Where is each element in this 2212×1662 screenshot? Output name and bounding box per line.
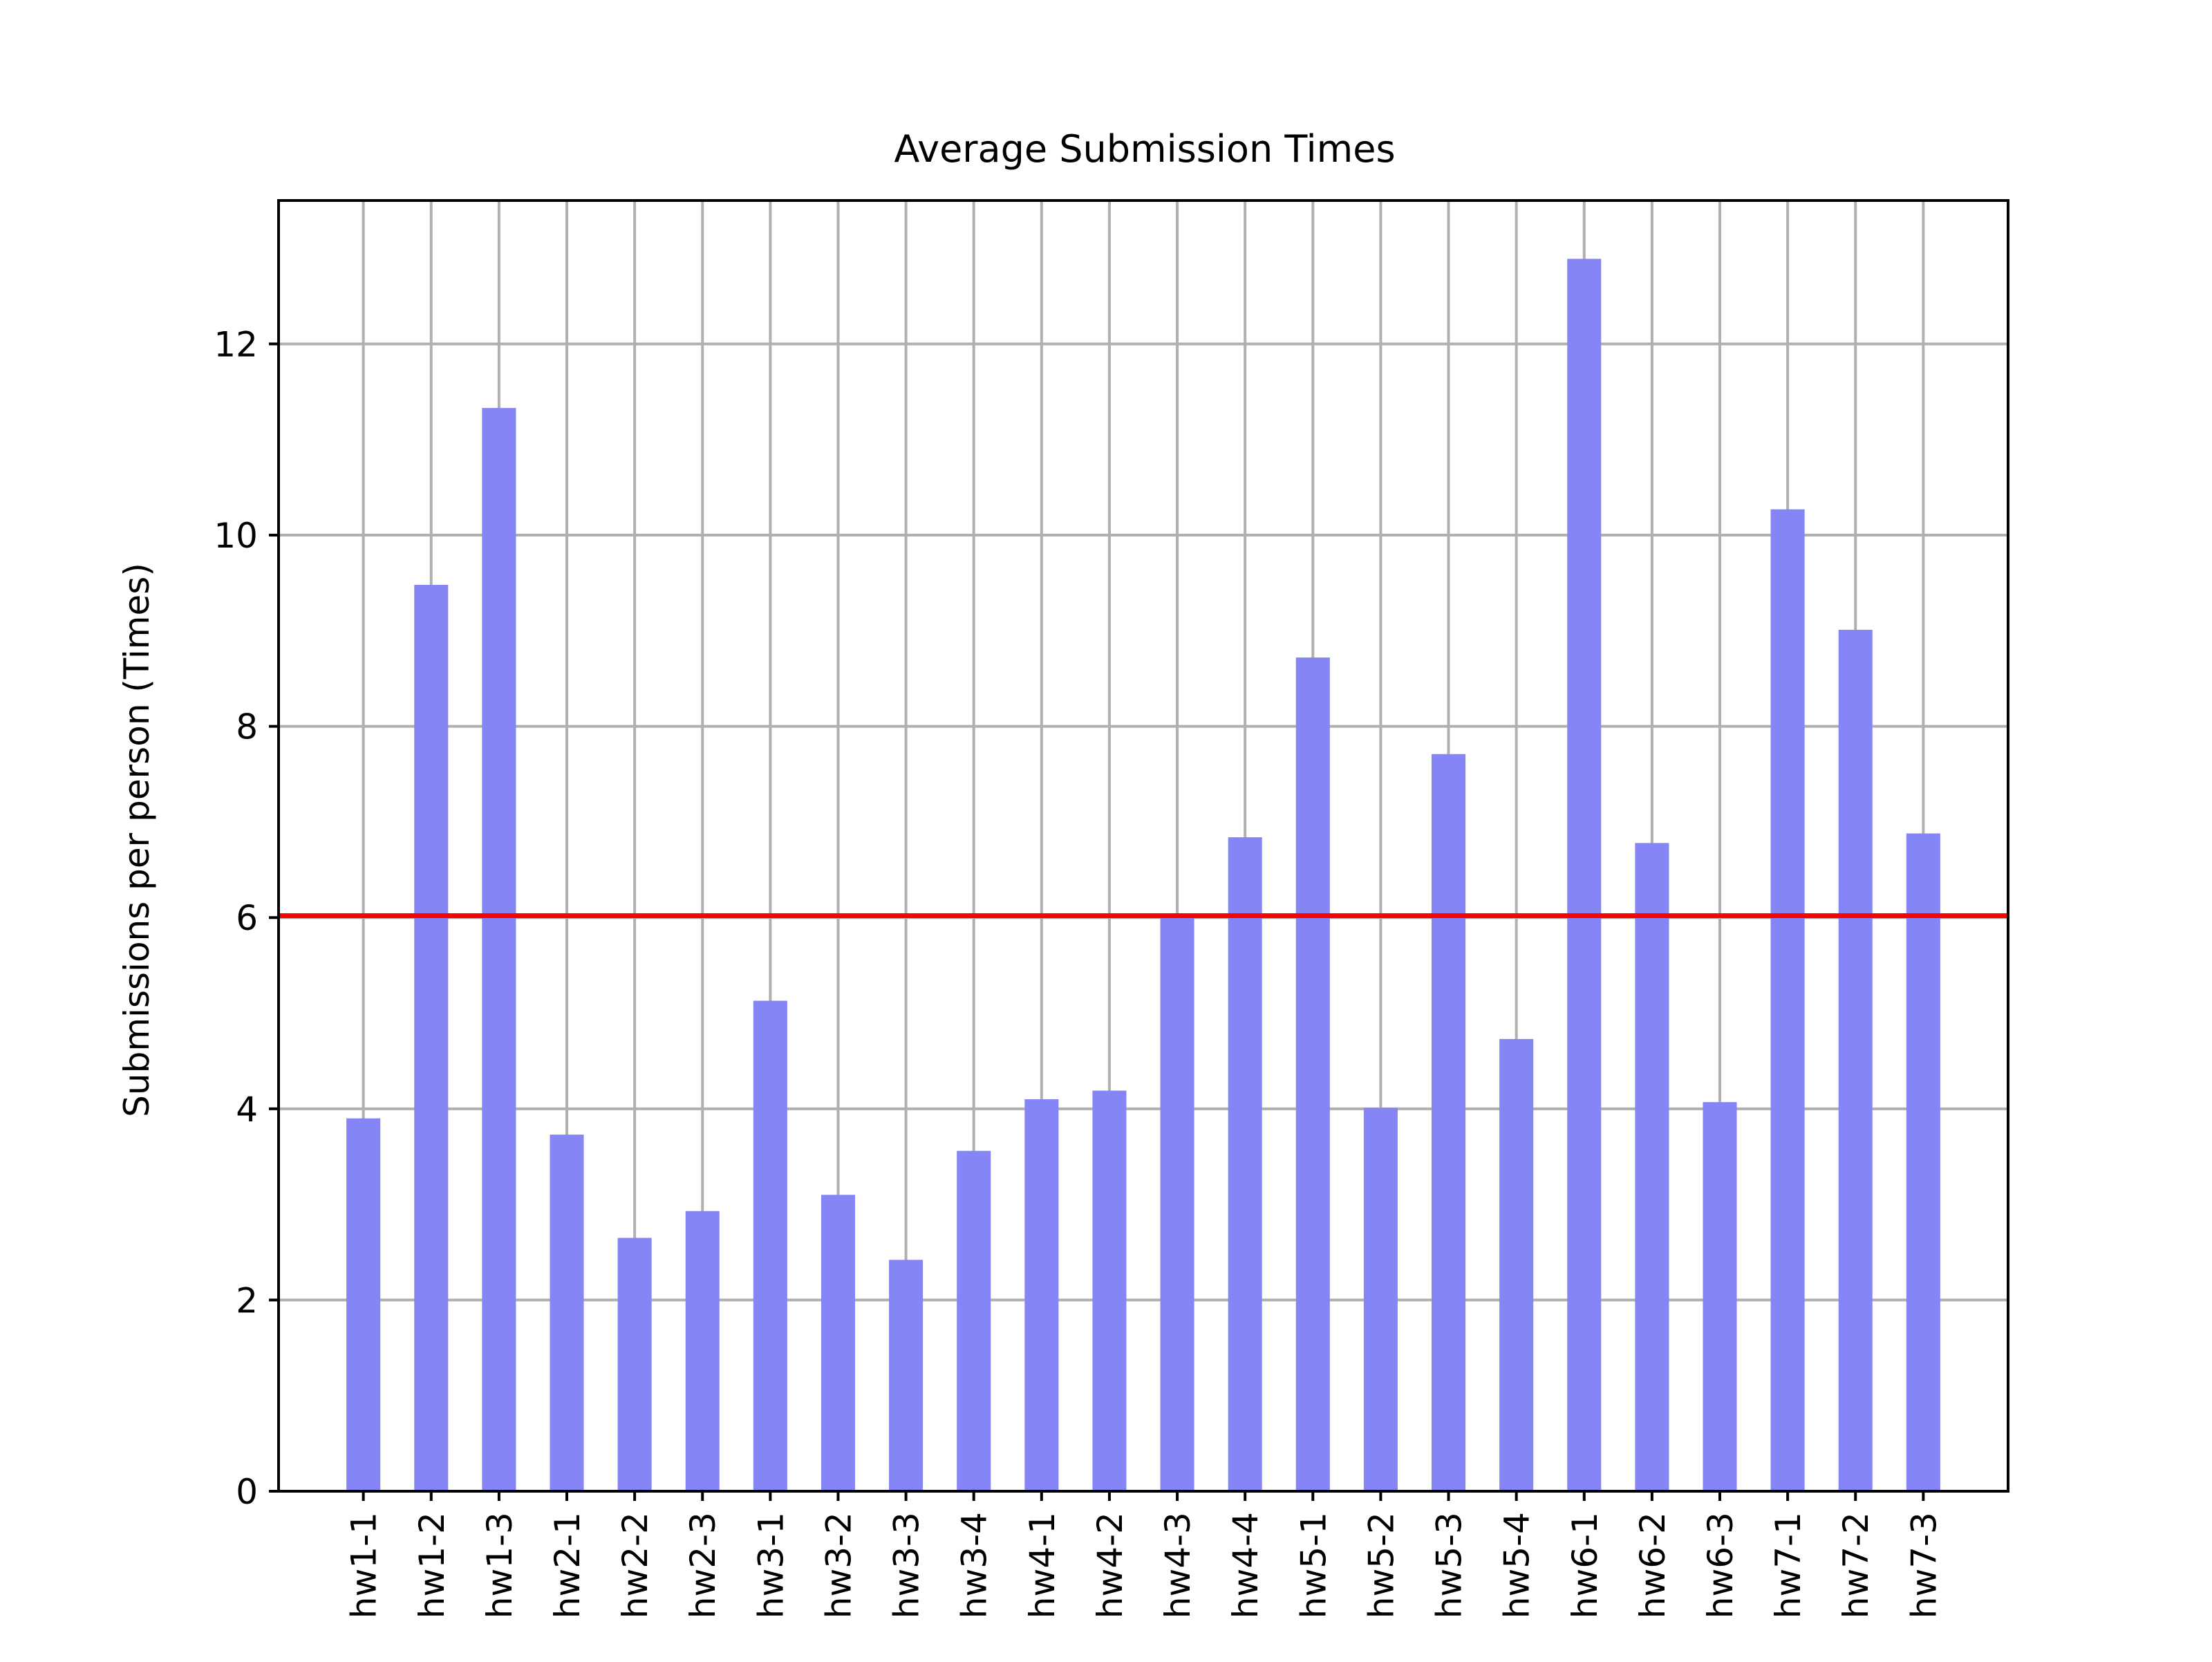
axes: 0 2 4 6 8 10 12 hw1-1 hw1-2 hw1-3 hw2-1 hw2-2 hw2-3 h…	[214, 199, 2009, 1618]
x-tick-label: hw5-3	[1430, 1512, 1470, 1618]
x-tick-label: hw3-2	[818, 1512, 859, 1618]
x-tick-label: hw5-1	[1293, 1512, 1333, 1618]
x-tick-label: hw6-3	[1700, 1512, 1741, 1618]
x-tick-label: hw3-3	[887, 1512, 927, 1618]
x-tick-label: hw3-4	[955, 1512, 995, 1618]
y-tick-label: 0	[236, 1472, 258, 1512]
x-tick-label: hw4-2	[1090, 1512, 1130, 1618]
x-tick-label: hw3-1	[751, 1512, 791, 1618]
x-tick-label: hw5-4	[1497, 1512, 1537, 1618]
y-tick-label: 2	[236, 1280, 258, 1320]
x-tick-label: hw1-2	[412, 1512, 452, 1618]
bar	[617, 1238, 652, 1491]
x-tick-label: hw5-2	[1361, 1512, 1401, 1618]
bar	[1295, 657, 1330, 1491]
bar	[753, 1000, 787, 1491]
bar	[346, 1118, 381, 1491]
x-tick-label: hw2-2	[615, 1512, 655, 1618]
bar	[1228, 837, 1262, 1491]
bar	[1838, 629, 1873, 1491]
x-tick-label: hw2-1	[547, 1512, 588, 1618]
bar	[957, 1150, 991, 1491]
x-tick-label: hw4-1	[1022, 1512, 1062, 1618]
chart-title: Average Submission Times	[894, 127, 1395, 171]
bars	[346, 259, 1940, 1492]
x-tick-label: hw6-1	[1565, 1512, 1605, 1618]
x-tick-label: hw7-2	[1836, 1512, 1876, 1618]
bar	[1092, 1090, 1127, 1491]
y-tick-label: 12	[214, 324, 258, 364]
bar	[889, 1260, 924, 1491]
y-tick-label: 6	[236, 898, 258, 938]
plot-frame	[277, 199, 2009, 1493]
y-axis-label: Submissions per person (Times)	[117, 563, 157, 1117]
bar	[685, 1211, 720, 1491]
bar	[1567, 259, 1602, 1492]
bar	[1635, 843, 1669, 1491]
x-tick-label: hw1-1	[344, 1512, 384, 1618]
y-tick-label: 4	[236, 1090, 258, 1130]
y-tick-label: 10	[214, 516, 258, 556]
bar	[1024, 1099, 1059, 1491]
bar	[1770, 509, 1805, 1491]
bar	[482, 408, 516, 1491]
bar	[1363, 1108, 1398, 1491]
x-tick-label: hw6-2	[1633, 1512, 1673, 1618]
bar	[1499, 1038, 1534, 1491]
x-tick-label: hw7-3	[1904, 1512, 1944, 1618]
bar	[1703, 1102, 1737, 1491]
y-tick-label: 8	[236, 707, 258, 747]
x-tick-label: hw1-3	[480, 1512, 520, 1618]
grid-lines	[279, 200, 2008, 1493]
bar	[414, 584, 449, 1491]
x-tick-label: hw4-4	[1226, 1512, 1266, 1618]
x-tick-label: hw4-3	[1158, 1512, 1198, 1618]
bar	[1432, 754, 1466, 1491]
bar	[1906, 833, 1940, 1491]
x-tick-label: hw2-3	[683, 1512, 723, 1618]
bar	[1160, 915, 1194, 1491]
bar	[821, 1195, 855, 1491]
x-tick-label: hw7-1	[1768, 1512, 1808, 1618]
bar	[550, 1135, 584, 1491]
